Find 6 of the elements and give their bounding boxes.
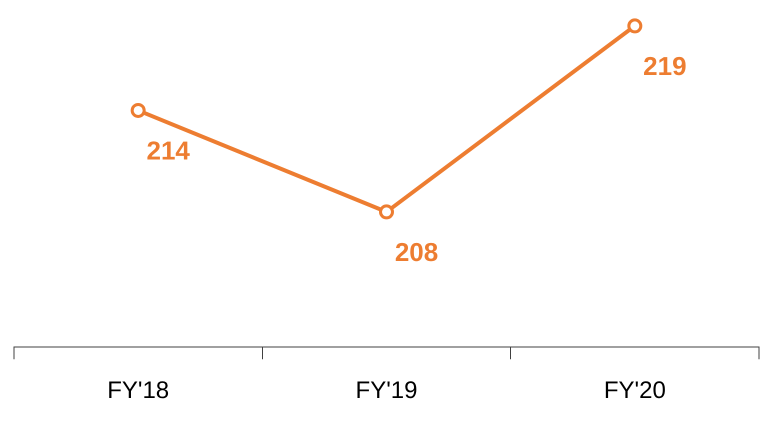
data-label: 214 [146,136,190,166]
x-tick-label: FY'19 [356,377,418,404]
data-label: 208 [394,237,438,268]
data-label: 219 [643,51,687,82]
x-tick-label: FY'18 [107,377,170,404]
x-tick-label: FY'20 [604,377,666,404]
